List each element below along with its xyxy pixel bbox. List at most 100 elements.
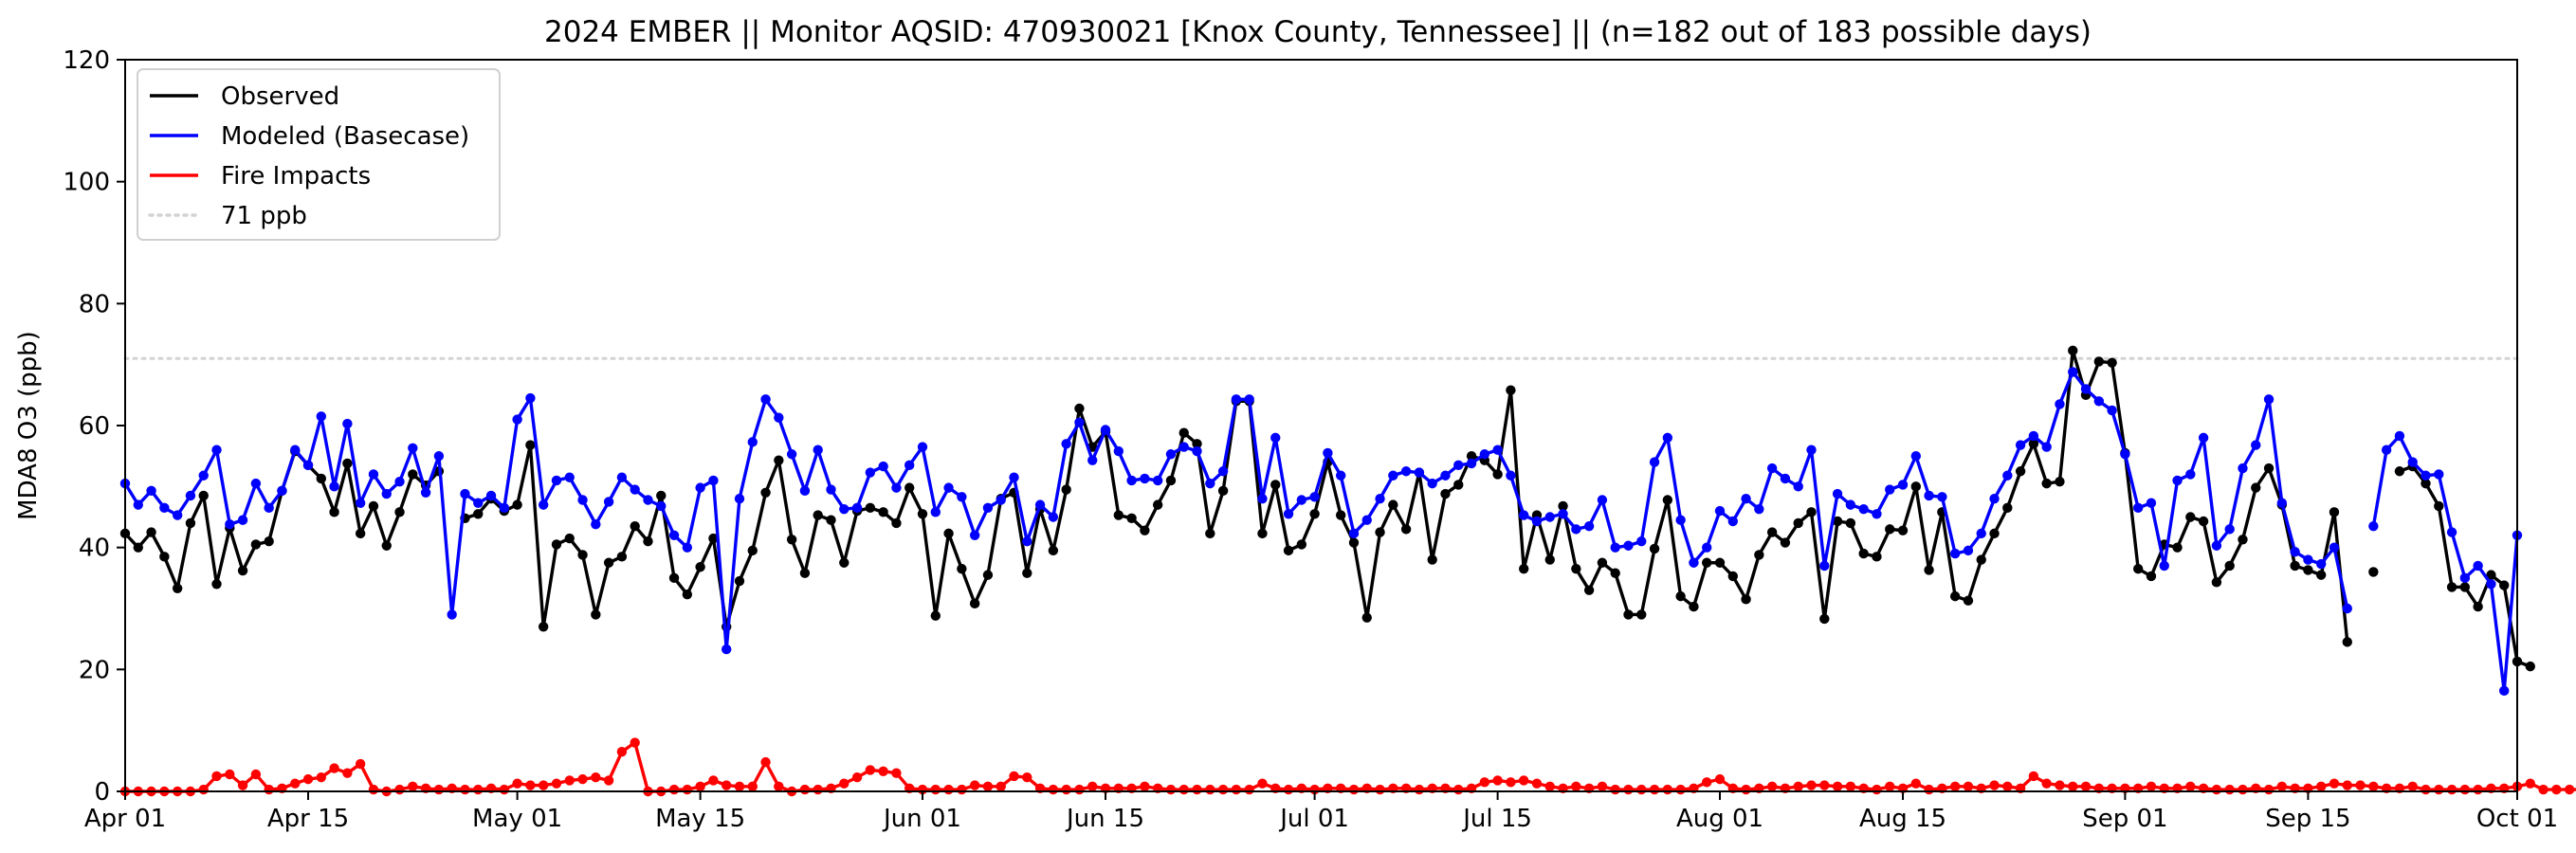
data-point (551, 539, 562, 550)
data-point (1872, 509, 1882, 519)
data-point (616, 472, 628, 482)
data-point (1388, 499, 1398, 510)
data-point (1152, 475, 1163, 486)
data-point (1963, 595, 1974, 606)
data-point (2055, 476, 2065, 487)
data-point (1558, 509, 1568, 519)
data-point (2342, 603, 2352, 614)
data-point (656, 490, 667, 501)
y-tick-label: 80 (79, 290, 110, 318)
data-point (603, 557, 614, 568)
data-point (643, 495, 653, 505)
data-point (1400, 524, 1412, 535)
y-tick-label: 60 (79, 412, 110, 441)
data-point (499, 784, 510, 795)
data-point (512, 778, 522, 789)
data-point (1217, 784, 1229, 795)
data-point (799, 568, 811, 578)
legend-label: 71 ppb (221, 202, 307, 230)
data-point (2538, 784, 2549, 795)
data-point (1309, 509, 1320, 519)
data-point (1845, 517, 1856, 529)
data-point (1885, 524, 1895, 535)
data-point (2224, 560, 2235, 572)
y-tick-label: 20 (79, 656, 110, 684)
data-point (1924, 784, 1934, 795)
data-point (1192, 439, 1202, 449)
data-point (473, 784, 484, 795)
data-point (368, 469, 379, 480)
data-point (2002, 502, 2013, 514)
x-tick-label: May 15 (655, 805, 745, 833)
data-point (316, 411, 326, 422)
data-point (1178, 427, 1189, 438)
data-point (290, 445, 301, 455)
data-point (250, 478, 262, 489)
data-point (2093, 396, 2105, 407)
data-point (2342, 780, 2352, 790)
data-point (813, 784, 823, 795)
data-point (1558, 500, 1568, 512)
data-point (2041, 478, 2052, 489)
data-point (1636, 784, 1647, 795)
data-point (1152, 499, 1163, 510)
data-point (630, 484, 640, 495)
legend-box (137, 68, 501, 241)
data-point (603, 775, 614, 786)
data-point (2172, 475, 2183, 486)
data-point (2316, 558, 2327, 570)
data-point (695, 781, 705, 792)
data-point (250, 769, 262, 780)
x-tick-label: Jul 15 (1461, 805, 1532, 833)
data-point (2381, 445, 2392, 455)
data-point (1388, 470, 1398, 481)
data-point (982, 502, 994, 514)
data-point (2002, 470, 2013, 481)
data-point (969, 530, 980, 540)
data-point (891, 482, 902, 493)
data-point (839, 778, 850, 789)
data-point (1400, 466, 1412, 477)
data-point (1583, 520, 1595, 532)
data-point (760, 394, 771, 405)
data-point (1754, 550, 1764, 560)
data-point (2080, 781, 2092, 792)
data-point (460, 784, 470, 795)
data-point (2055, 399, 2065, 409)
data-point (1257, 528, 1268, 539)
data-point (1949, 548, 1961, 559)
data-point (1649, 784, 1660, 795)
data-point (2421, 784, 2431, 795)
data-point (1165, 449, 1177, 460)
data-point (917, 509, 928, 519)
data-point (1623, 784, 1634, 795)
data-point (564, 472, 575, 482)
data-point (159, 552, 170, 562)
data-point (1702, 777, 1712, 788)
y-axis-label: MDA8 O3 (ppb) (14, 331, 43, 520)
data-point (1858, 503, 1869, 515)
data-point (433, 784, 445, 795)
data-point (2329, 542, 2340, 553)
data-point (1100, 425, 1111, 435)
data-point (1348, 528, 1360, 539)
data-point (2473, 601, 2483, 612)
data-point (682, 590, 693, 600)
data-point (1217, 485, 1229, 497)
data-point (891, 768, 902, 778)
data-point (2015, 466, 2026, 477)
data-point (1689, 557, 1699, 568)
data-point (1257, 494, 1268, 504)
data-point (616, 552, 628, 562)
data-point (2407, 457, 2418, 467)
data-point (2303, 554, 2313, 565)
data-point (473, 509, 484, 519)
data-point (1492, 469, 1503, 480)
data-point (1793, 781, 1803, 792)
series-group (119, 737, 2576, 797)
data-point (342, 418, 353, 429)
data-point (2446, 527, 2457, 537)
data-point (734, 494, 745, 504)
data-point (2132, 563, 2144, 574)
data-point (1519, 510, 1529, 520)
